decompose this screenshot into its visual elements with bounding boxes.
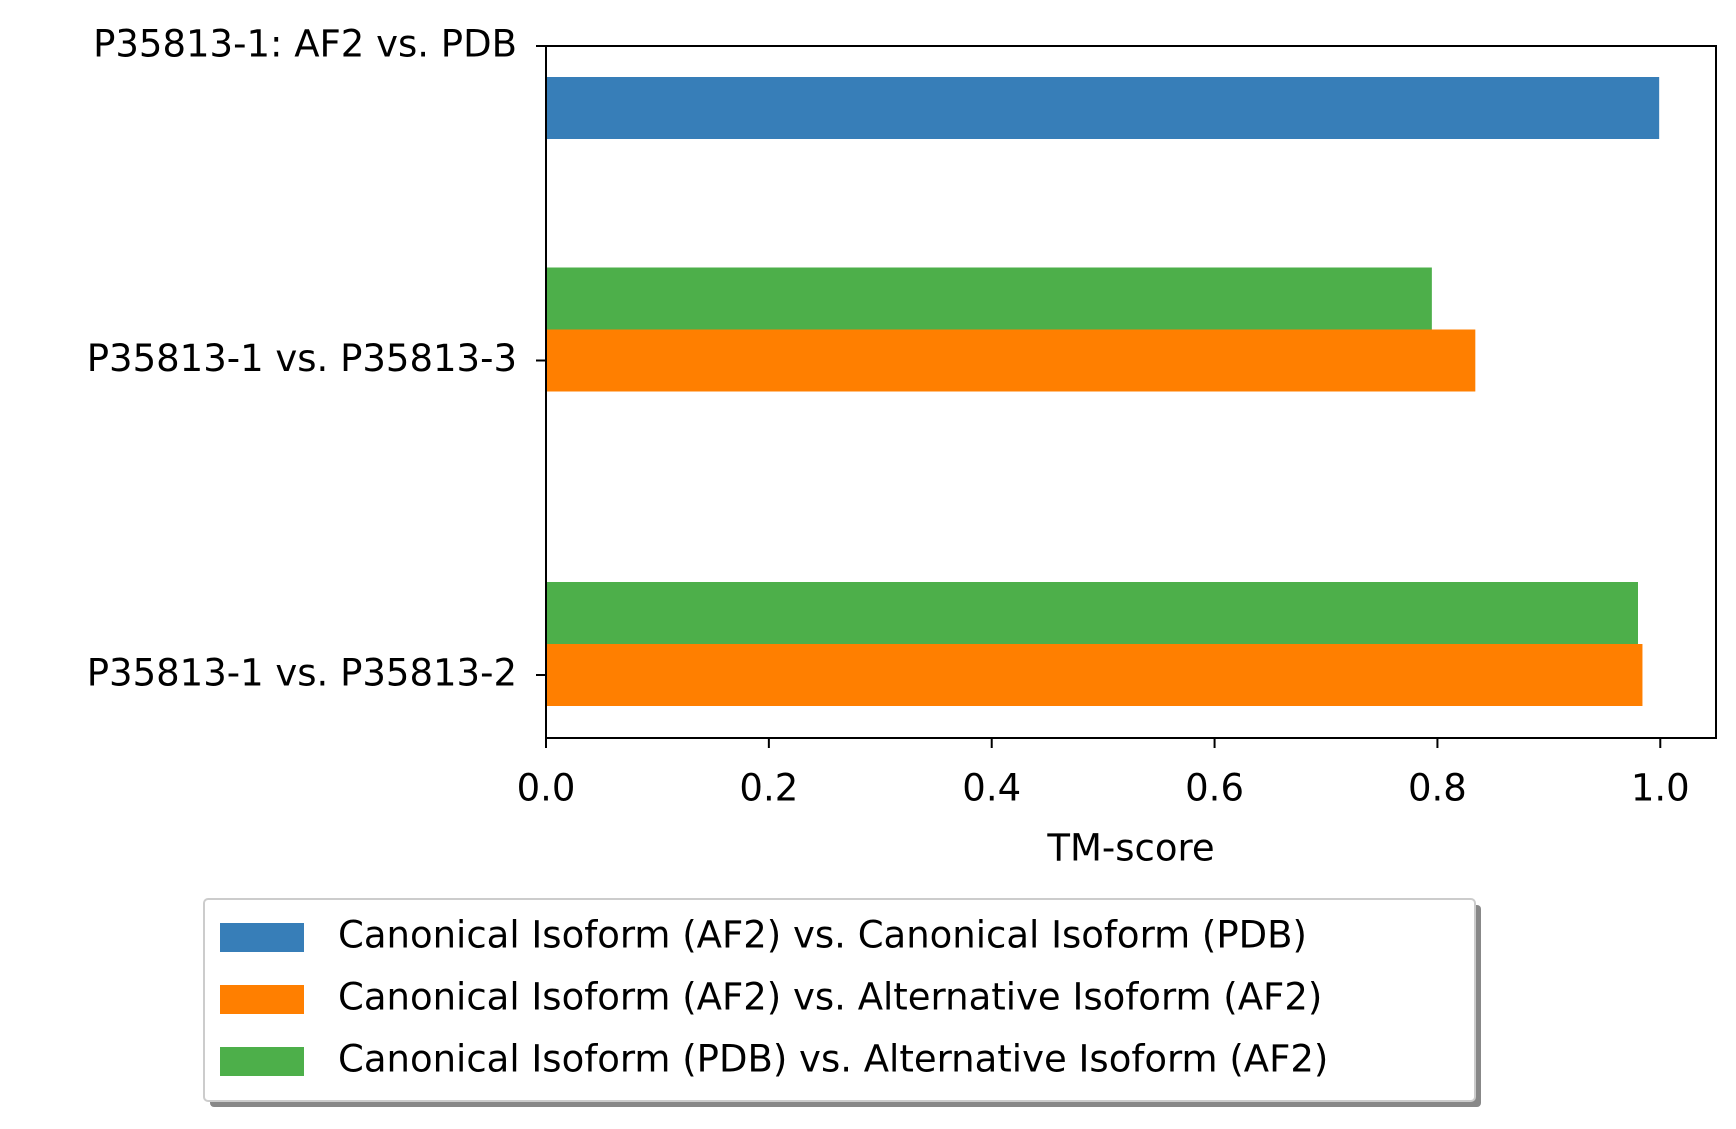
legend-label: Canonical Isoform (AF2) vs. Alternative … (338, 976, 1322, 1019)
x-tick-label: 0.4 (962, 767, 1021, 810)
legend-swatch (220, 923, 304, 952)
y-tick-label: P35813-1 vs. P35813-2 (87, 652, 517, 695)
y-tick-label: P35813-1 vs. P35813-3 (87, 337, 517, 380)
legend-box (203, 898, 1476, 1102)
x-tick-label: 1.0 (1631, 767, 1690, 810)
bar (546, 267, 1432, 330)
x-tick-label: 0.2 (739, 767, 798, 810)
legend-label: Canonical Isoform (AF2) vs. Canonical Is… (338, 914, 1307, 957)
plot-frame (545, 45, 1717, 739)
legend-swatch (220, 1047, 304, 1076)
x-tick-label: 0.0 (517, 767, 576, 810)
x-tick-label: 0.8 (1408, 767, 1467, 810)
x-tick-label: 0.6 (1185, 767, 1244, 810)
x-axis-label: TM-score (1046, 827, 1214, 870)
bar (546, 329, 1476, 392)
bar (546, 77, 1660, 139)
y-tick-label: P35813-1: AF2 vs. PDB (93, 23, 517, 66)
legend-swatch (220, 985, 304, 1014)
bar (546, 582, 1638, 644)
bar (546, 644, 1643, 706)
legend-label: Canonical Isoform (PDB) vs. Alternative … (338, 1038, 1328, 1081)
